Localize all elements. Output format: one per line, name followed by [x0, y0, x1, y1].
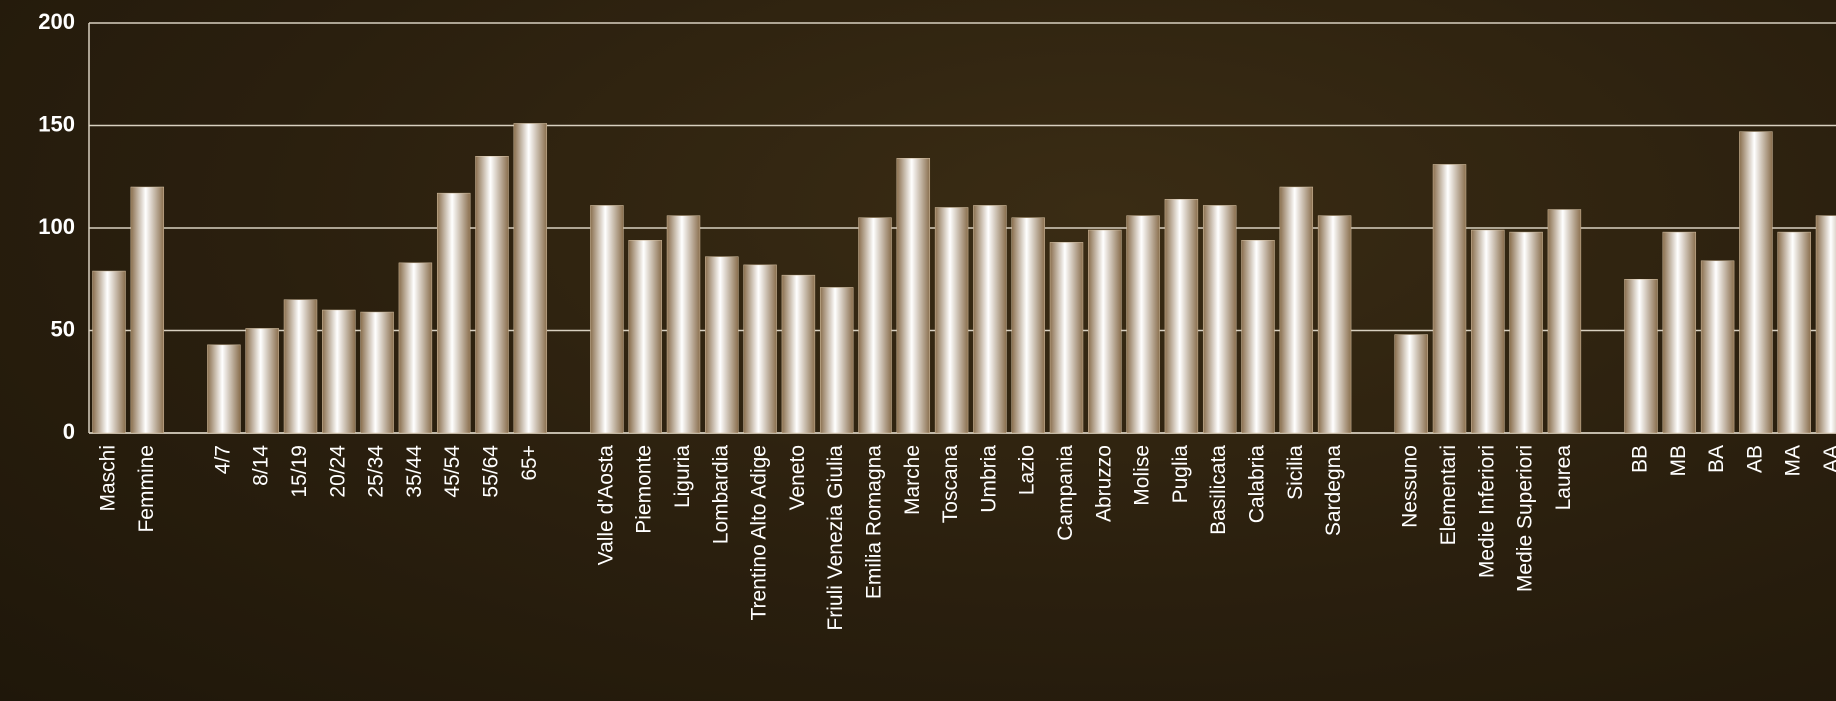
x-tick-label: 4/7: [211, 445, 234, 474]
bar: [858, 217, 892, 434]
y-tick-label: 200: [38, 9, 75, 34]
x-tick-label: Molise: [1131, 445, 1154, 506]
x-tick-label: AA: [1820, 445, 1836, 473]
x-tick-label: Puglia: [1169, 445, 1192, 504]
bar: [245, 328, 279, 434]
bar: [207, 344, 241, 434]
x-tick-label: Maschi: [97, 445, 120, 512]
bar: [1241, 240, 1275, 434]
bar: [1279, 186, 1314, 434]
bar: [819, 287, 854, 434]
x-tick-label: Marche: [901, 445, 924, 515]
bar: [628, 240, 662, 434]
x-tick-label: Liguria: [671, 445, 694, 508]
y-tick-label: 0: [63, 419, 75, 444]
x-tick-label: Sardegna: [1322, 445, 1345, 536]
bar: [513, 123, 548, 434]
x-tick-label: Emilia Romagna: [863, 445, 886, 599]
x-tick-label: Femmine: [135, 445, 158, 533]
bar: [1700, 260, 1735, 434]
bar: [322, 309, 356, 434]
x-tick-label: Lazio: [1016, 445, 1039, 495]
bar: [590, 205, 624, 434]
x-tick-label: Basilicata: [1207, 445, 1230, 535]
x-tick-label: Umbria: [977, 445, 1000, 513]
bar: [1011, 217, 1045, 434]
bar: [666, 215, 701, 434]
bar: [130, 186, 165, 434]
bar: [1624, 279, 1658, 434]
x-tick-label: Veneto: [786, 445, 809, 510]
bar: [475, 156, 509, 434]
x-tick-label: Lombardia: [709, 445, 732, 545]
y-tick-label: 150: [38, 111, 75, 136]
bar: [1471, 229, 1505, 434]
bar: [92, 270, 126, 434]
x-tick-label: Laurea: [1552, 445, 1575, 511]
x-tick-label: Elementari: [1437, 445, 1460, 545]
x-tick-label: AB: [1743, 445, 1766, 473]
bar: [1088, 229, 1122, 434]
bar: [1202, 205, 1237, 434]
x-tick-label: 55/64: [480, 445, 503, 498]
x-tick-label: 35/44: [403, 445, 426, 498]
x-tick-label: 45/54: [441, 445, 464, 498]
bar: [896, 158, 931, 434]
bar: [1432, 164, 1467, 434]
bar: [781, 274, 816, 434]
x-tick-label: Medie Inferiori: [1475, 445, 1498, 578]
x-tick-label: Calabria: [1246, 445, 1269, 524]
bar: [436, 192, 471, 434]
x-tick-label: MB: [1667, 445, 1690, 477]
bar: [1049, 242, 1084, 434]
x-tick-label: 25/34: [365, 445, 388, 498]
bar: [360, 311, 394, 434]
x-tick-label: 65+: [518, 445, 541, 481]
bar: [705, 256, 739, 434]
bar: [1777, 231, 1811, 434]
bar: [1126, 215, 1160, 434]
bar: [1547, 209, 1582, 434]
y-tick-label: 50: [51, 316, 75, 341]
bar: [1815, 215, 1836, 434]
x-tick-label: Abruzzo: [1092, 445, 1115, 522]
x-tick-label: Toscana: [939, 445, 962, 524]
bar: [973, 205, 1007, 434]
x-tick-label: MA: [1782, 445, 1805, 477]
x-tick-label: Piemonte: [633, 445, 656, 534]
x-tick-label: BB: [1629, 445, 1652, 473]
x-tick-label: Campania: [1054, 445, 1077, 541]
x-tick-label: 8/14: [250, 445, 273, 486]
x-tick-label: Medie Superiori: [1514, 445, 1537, 592]
x-tick-label: Trentino Alto Adige: [748, 445, 771, 621]
x-tick-label: Sicilia: [1284, 445, 1307, 500]
bar: [934, 207, 969, 434]
x-tick-label: 20/24: [326, 445, 349, 498]
x-tick-label: Nessuno: [1399, 445, 1422, 528]
bar: [1394, 334, 1428, 434]
bar: [1317, 215, 1352, 434]
y-tick-label: 100: [38, 214, 75, 239]
x-tick-label: 15/19: [288, 445, 311, 498]
x-tick-label: BA: [1705, 445, 1728, 473]
bar: [743, 264, 777, 434]
x-tick-label: Friuli Venezia Giulia: [824, 445, 847, 631]
bar: [283, 299, 318, 434]
bar: [398, 262, 433, 434]
bar: [1739, 131, 1773, 434]
bar: [1164, 199, 1199, 434]
bar: [1662, 231, 1697, 434]
bar: [1509, 231, 1543, 434]
x-tick-label: Valle d'Aosta: [594, 445, 617, 566]
